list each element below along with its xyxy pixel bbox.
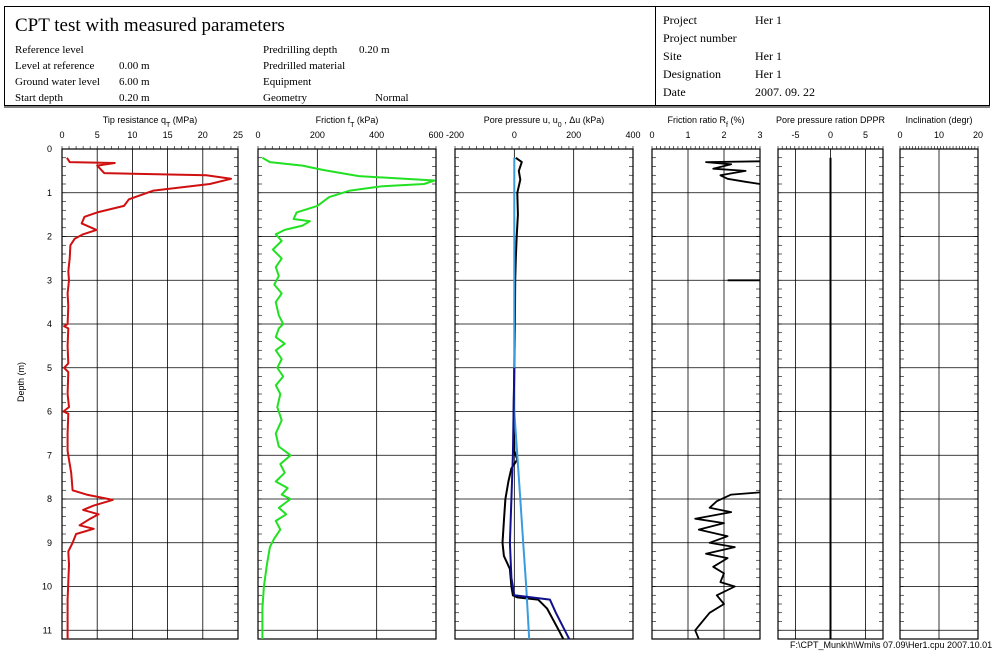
site-value: Her 1: [755, 49, 782, 63]
series-line: [261, 156, 436, 639]
y-tick-label: 5: [47, 363, 52, 373]
y-tick-label: 6: [47, 407, 52, 417]
x-tick-label: 25: [233, 130, 243, 140]
header-divider: [655, 7, 656, 105]
start-depth-label: Start depth: [15, 92, 63, 104]
geometry-label: Geometry: [263, 92, 307, 104]
x-tick-label: 3: [757, 130, 762, 140]
x-tick-label: 2: [721, 130, 726, 140]
date-label: Date: [663, 85, 686, 99]
designation-value: Her 1: [755, 67, 782, 81]
x-tick-label: 200: [566, 130, 581, 140]
x-tick-label: 10: [127, 130, 137, 140]
panel-title: Tip resistance qT (MPa): [103, 115, 197, 129]
panel-title: Friction ratio Rf (%): [668, 115, 745, 129]
gwl-value: 6.00 m: [119, 76, 150, 88]
x-tick-label: 20: [198, 130, 208, 140]
file-path-footer: F:\CPT_Munk\h\Wmi\s 07.09\Her1.cpu 2007.…: [790, 640, 993, 650]
x-tick-label: 400: [369, 130, 384, 140]
start-depth-value: 0.20 m: [119, 92, 150, 104]
panel-title: Inclination (degr): [905, 115, 972, 125]
panel-frame: [61, 148, 239, 640]
x-tick-label: 200: [310, 130, 325, 140]
series-line: [62, 157, 232, 639]
series-line: [705, 160, 761, 185]
date-value: 2007. 09. 22: [755, 85, 815, 99]
panel-frame: [899, 148, 979, 640]
y-tick-label: 2: [47, 232, 52, 242]
x-tick-label: 0: [828, 130, 833, 140]
x-tick-label: 0: [897, 130, 902, 140]
panel-frame: [257, 148, 437, 640]
predrill-material-label: Predrilled material: [263, 60, 346, 72]
y-tick-label: 1: [47, 188, 52, 198]
panel-title: Pore pressure u, u0 , Δu (kPa): [484, 115, 604, 129]
y-tick-label: 11: [43, 625, 52, 635]
equipment-label: Equipment: [263, 76, 312, 88]
y-tick-label: 0: [47, 144, 52, 154]
project-value: Her 1: [755, 13, 782, 27]
x-tick-label: 1: [685, 130, 690, 140]
y-axis-label: Depth (m): [16, 362, 26, 402]
y-tick-label: 3: [47, 275, 52, 285]
panel-title: Friction fT (kPa): [316, 115, 379, 129]
x-tick-label: 0: [59, 130, 64, 140]
x-tick-label: 10: [934, 130, 944, 140]
x-tick-label: 0: [255, 130, 260, 140]
x-tick-label: 20: [973, 130, 983, 140]
page-title: CPT test with measured parameters: [15, 15, 285, 36]
x-tick-label: -5: [791, 130, 799, 140]
level-ref-label: Level at reference: [15, 60, 95, 72]
panel-title: Pore pressure ration DPPR: [776, 115, 886, 125]
project-label: Project: [663, 13, 697, 27]
level-ref-value: 0.00 m: [119, 60, 150, 72]
x-tick-label: 0: [512, 130, 517, 140]
header-box: CPT test with measured parameters Refere…: [4, 6, 990, 106]
series-line: [694, 491, 761, 640]
predrill-depth-label: Predrilling depth: [263, 44, 338, 56]
predrill-depth-value: 0.20 m: [359, 44, 390, 56]
x-tick-label: 5: [863, 130, 868, 140]
y-tick-label: 8: [47, 494, 52, 504]
x-tick-label: -200: [446, 130, 464, 140]
y-tick-label: 9: [47, 538, 52, 548]
project-number-label: Project number: [663, 31, 737, 45]
geometry-value: Normal: [375, 92, 409, 104]
panel-frame: [651, 148, 761, 640]
y-tick-label: 7: [47, 450, 52, 460]
x-tick-label: 600: [428, 130, 443, 140]
x-tick-label: 0: [649, 130, 654, 140]
x-tick-label: 15: [163, 130, 173, 140]
y-tick-label: 10: [42, 582, 52, 592]
x-tick-label: 5: [95, 130, 100, 140]
y-tick-label: 4: [47, 319, 52, 329]
designation-label: Designation: [663, 67, 721, 81]
series-line: [508, 367, 571, 640]
x-tick-label: 400: [625, 130, 640, 140]
panel-frame: [454, 148, 634, 640]
gwl-label: Ground water level: [15, 76, 100, 88]
ref-level-label: Reference level: [15, 44, 84, 56]
site-label: Site: [663, 49, 682, 63]
